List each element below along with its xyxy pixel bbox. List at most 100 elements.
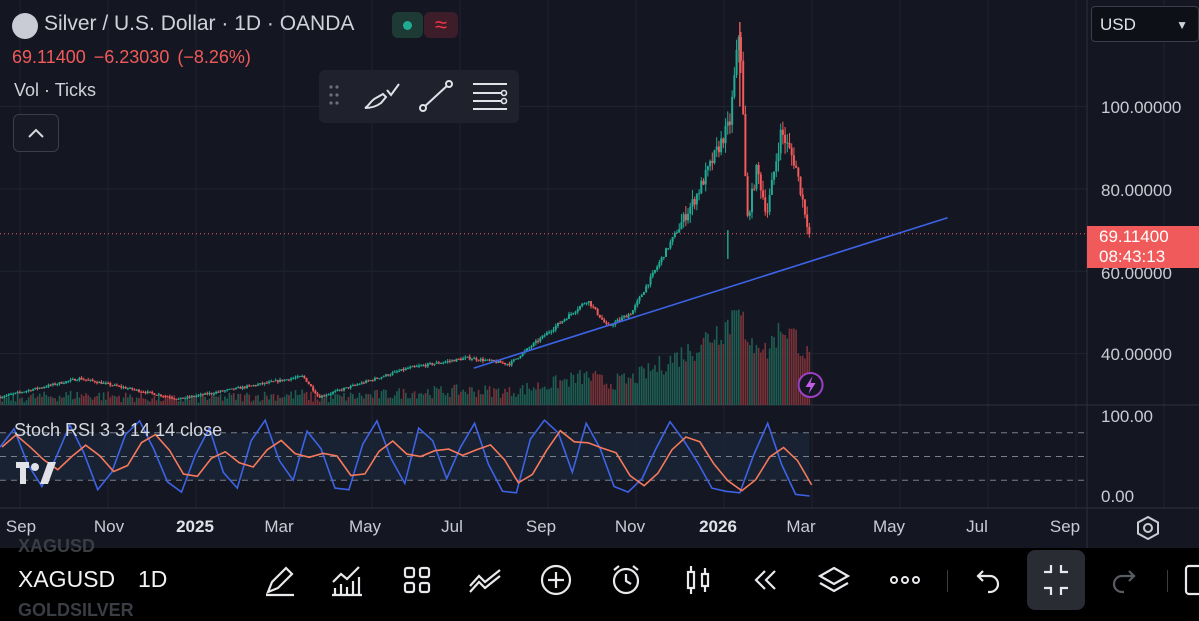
next-symbol[interactable]: GOLDSILVER <box>18 600 134 620</box>
volume-bar <box>451 388 453 405</box>
candle-body <box>797 167 800 177</box>
candle-type-icon[interactable] <box>680 562 716 598</box>
session-badge[interactable]: ≈ <box>424 12 458 38</box>
candle-body <box>93 380 96 383</box>
volume-bar <box>744 339 747 405</box>
volume-bar <box>358 392 361 405</box>
volume-bar <box>312 401 314 405</box>
candle-body <box>118 385 121 387</box>
undo-icon[interactable] <box>968 562 1004 598</box>
volume-bar <box>329 393 332 405</box>
mobile-icon[interactable] <box>1180 562 1199 598</box>
volume-bar <box>116 396 118 405</box>
volume-bar <box>270 394 273 405</box>
volume-bar <box>702 337 705 405</box>
fullscreen-exit-button[interactable] <box>1027 550 1085 610</box>
volume-bar <box>224 396 226 405</box>
price-chart[interactable] <box>0 0 1199 548</box>
volume-bar <box>685 361 687 405</box>
candle-body <box>98 381 101 384</box>
volume-bar <box>528 388 531 405</box>
candle-body <box>25 390 28 392</box>
volume-bar <box>325 396 328 405</box>
candle-body <box>453 360 456 362</box>
layers-icon[interactable] <box>816 562 852 598</box>
symbol-title[interactable]: Silver / U.S. Dollar · 1D · OANDA <box>44 12 355 35</box>
candle-body <box>803 199 806 215</box>
candle-body <box>603 319 606 323</box>
candle-body <box>748 212 751 216</box>
candle-body <box>254 385 257 387</box>
indicator-label[interactable]: Stoch RSI 3 3 14 14 close <box>14 420 223 440</box>
candle-body <box>409 366 412 369</box>
candle-body <box>182 397 185 399</box>
candle-body <box>543 335 546 337</box>
candle-body <box>746 176 749 216</box>
volume-bar <box>175 399 178 405</box>
alert-icon[interactable] <box>608 562 644 598</box>
volume-bar <box>568 386 570 405</box>
collapse-legend-button[interactable] <box>13 114 59 152</box>
volume-bar <box>69 390 72 405</box>
compare-icon[interactable] <box>467 562 503 598</box>
add-icon[interactable] <box>538 562 574 598</box>
candle-body <box>360 382 363 385</box>
chart-area[interactable]: Silver / U.S. Dollar · 1D · OANDA ≈ 69.1… <box>0 0 1199 548</box>
candle-body <box>413 366 416 368</box>
draw-icon[interactable] <box>262 562 298 598</box>
volume-bar <box>89 397 92 405</box>
candle-body <box>647 284 650 287</box>
candle-body <box>431 363 434 365</box>
volume-bar <box>41 396 43 405</box>
candle-body <box>219 390 222 392</box>
candle-body <box>669 241 672 249</box>
volume-bar <box>138 398 140 405</box>
redo-icon[interactable] <box>1108 562 1144 598</box>
current-price-tag: 69.11400 <box>1087 226 1199 247</box>
volume-bar <box>793 328 795 405</box>
line-settings-icon[interactable] <box>471 80 511 112</box>
candle-body <box>100 381 103 384</box>
candle-body <box>40 387 43 389</box>
layout-icon[interactable] <box>399 562 435 598</box>
candle-body <box>420 365 423 367</box>
candle-body <box>285 379 288 381</box>
candle-body <box>773 171 776 180</box>
volume-bar <box>14 401 17 405</box>
volume-bar <box>749 345 751 405</box>
time-axis-label: Sep <box>5 517 37 536</box>
candle-body <box>162 396 165 398</box>
price-change: −6.23030 <box>93 47 170 67</box>
volume-bar <box>797 353 800 405</box>
replay-icon[interactable] <box>747 562 783 598</box>
volume-bar <box>8 393 10 405</box>
indicators-icon[interactable] <box>329 562 365 598</box>
timeframe-button[interactable]: 1D <box>138 566 168 592</box>
symbol-button[interactable]: XAGUSD <box>18 566 116 592</box>
candle-body <box>351 385 354 387</box>
volume-bar <box>127 397 129 405</box>
volume-bar <box>446 393 449 405</box>
more-icon[interactable] <box>887 562 923 598</box>
volume-bar <box>671 362 674 405</box>
volume-label[interactable]: Vol · Ticks <box>14 80 97 100</box>
candle-body <box>312 386 315 391</box>
candle-body <box>168 396 171 398</box>
drag-handle-icon[interactable] <box>329 84 339 112</box>
volume-bar <box>618 375 621 405</box>
volume-bar <box>385 389 387 405</box>
candle-body <box>486 359 489 361</box>
volume-bar <box>665 371 667 405</box>
market-status-icon[interactable] <box>392 12 423 38</box>
candle-body <box>665 248 668 257</box>
brush-icon[interactable] <box>361 80 401 112</box>
volume-bar <box>603 384 606 405</box>
previous-symbol[interactable]: XAGUSD <box>18 536 96 556</box>
currency-select[interactable]: USD ▼ <box>1091 6 1199 42</box>
chart-settings-icon[interactable] <box>1135 515 1161 541</box>
candle-body <box>58 382 61 385</box>
trend-line-icon[interactable] <box>417 80 457 112</box>
volume-bar <box>422 394 425 405</box>
candle-body <box>287 379 290 381</box>
